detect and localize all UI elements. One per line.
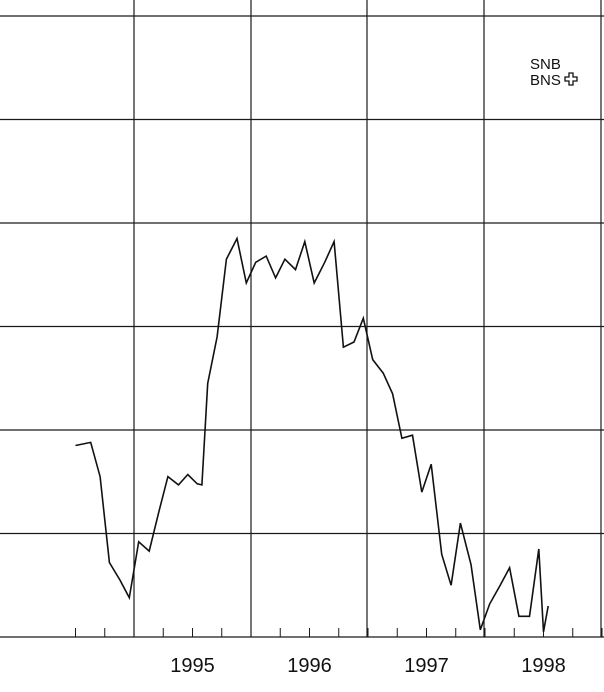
logo-line-1: SNB	[530, 56, 561, 73]
x-tick-label: 1998	[521, 655, 566, 677]
swiss-cross-icon	[564, 72, 578, 86]
snb-bns-logo: SNB BNS	[530, 56, 578, 89]
x-tick-label: 1996	[287, 655, 332, 677]
x-tick-label: 1995	[170, 655, 215, 677]
x-axis-minor-ticks	[75, 628, 603, 637]
x-axis-tick-labels: 19951996199719981999	[170, 655, 566, 677]
chart-grid	[0, 0, 604, 638]
series-line	[75, 236, 549, 632]
x-tick-label: 1997	[404, 655, 449, 677]
logo-line-2: BNS	[530, 72, 561, 89]
